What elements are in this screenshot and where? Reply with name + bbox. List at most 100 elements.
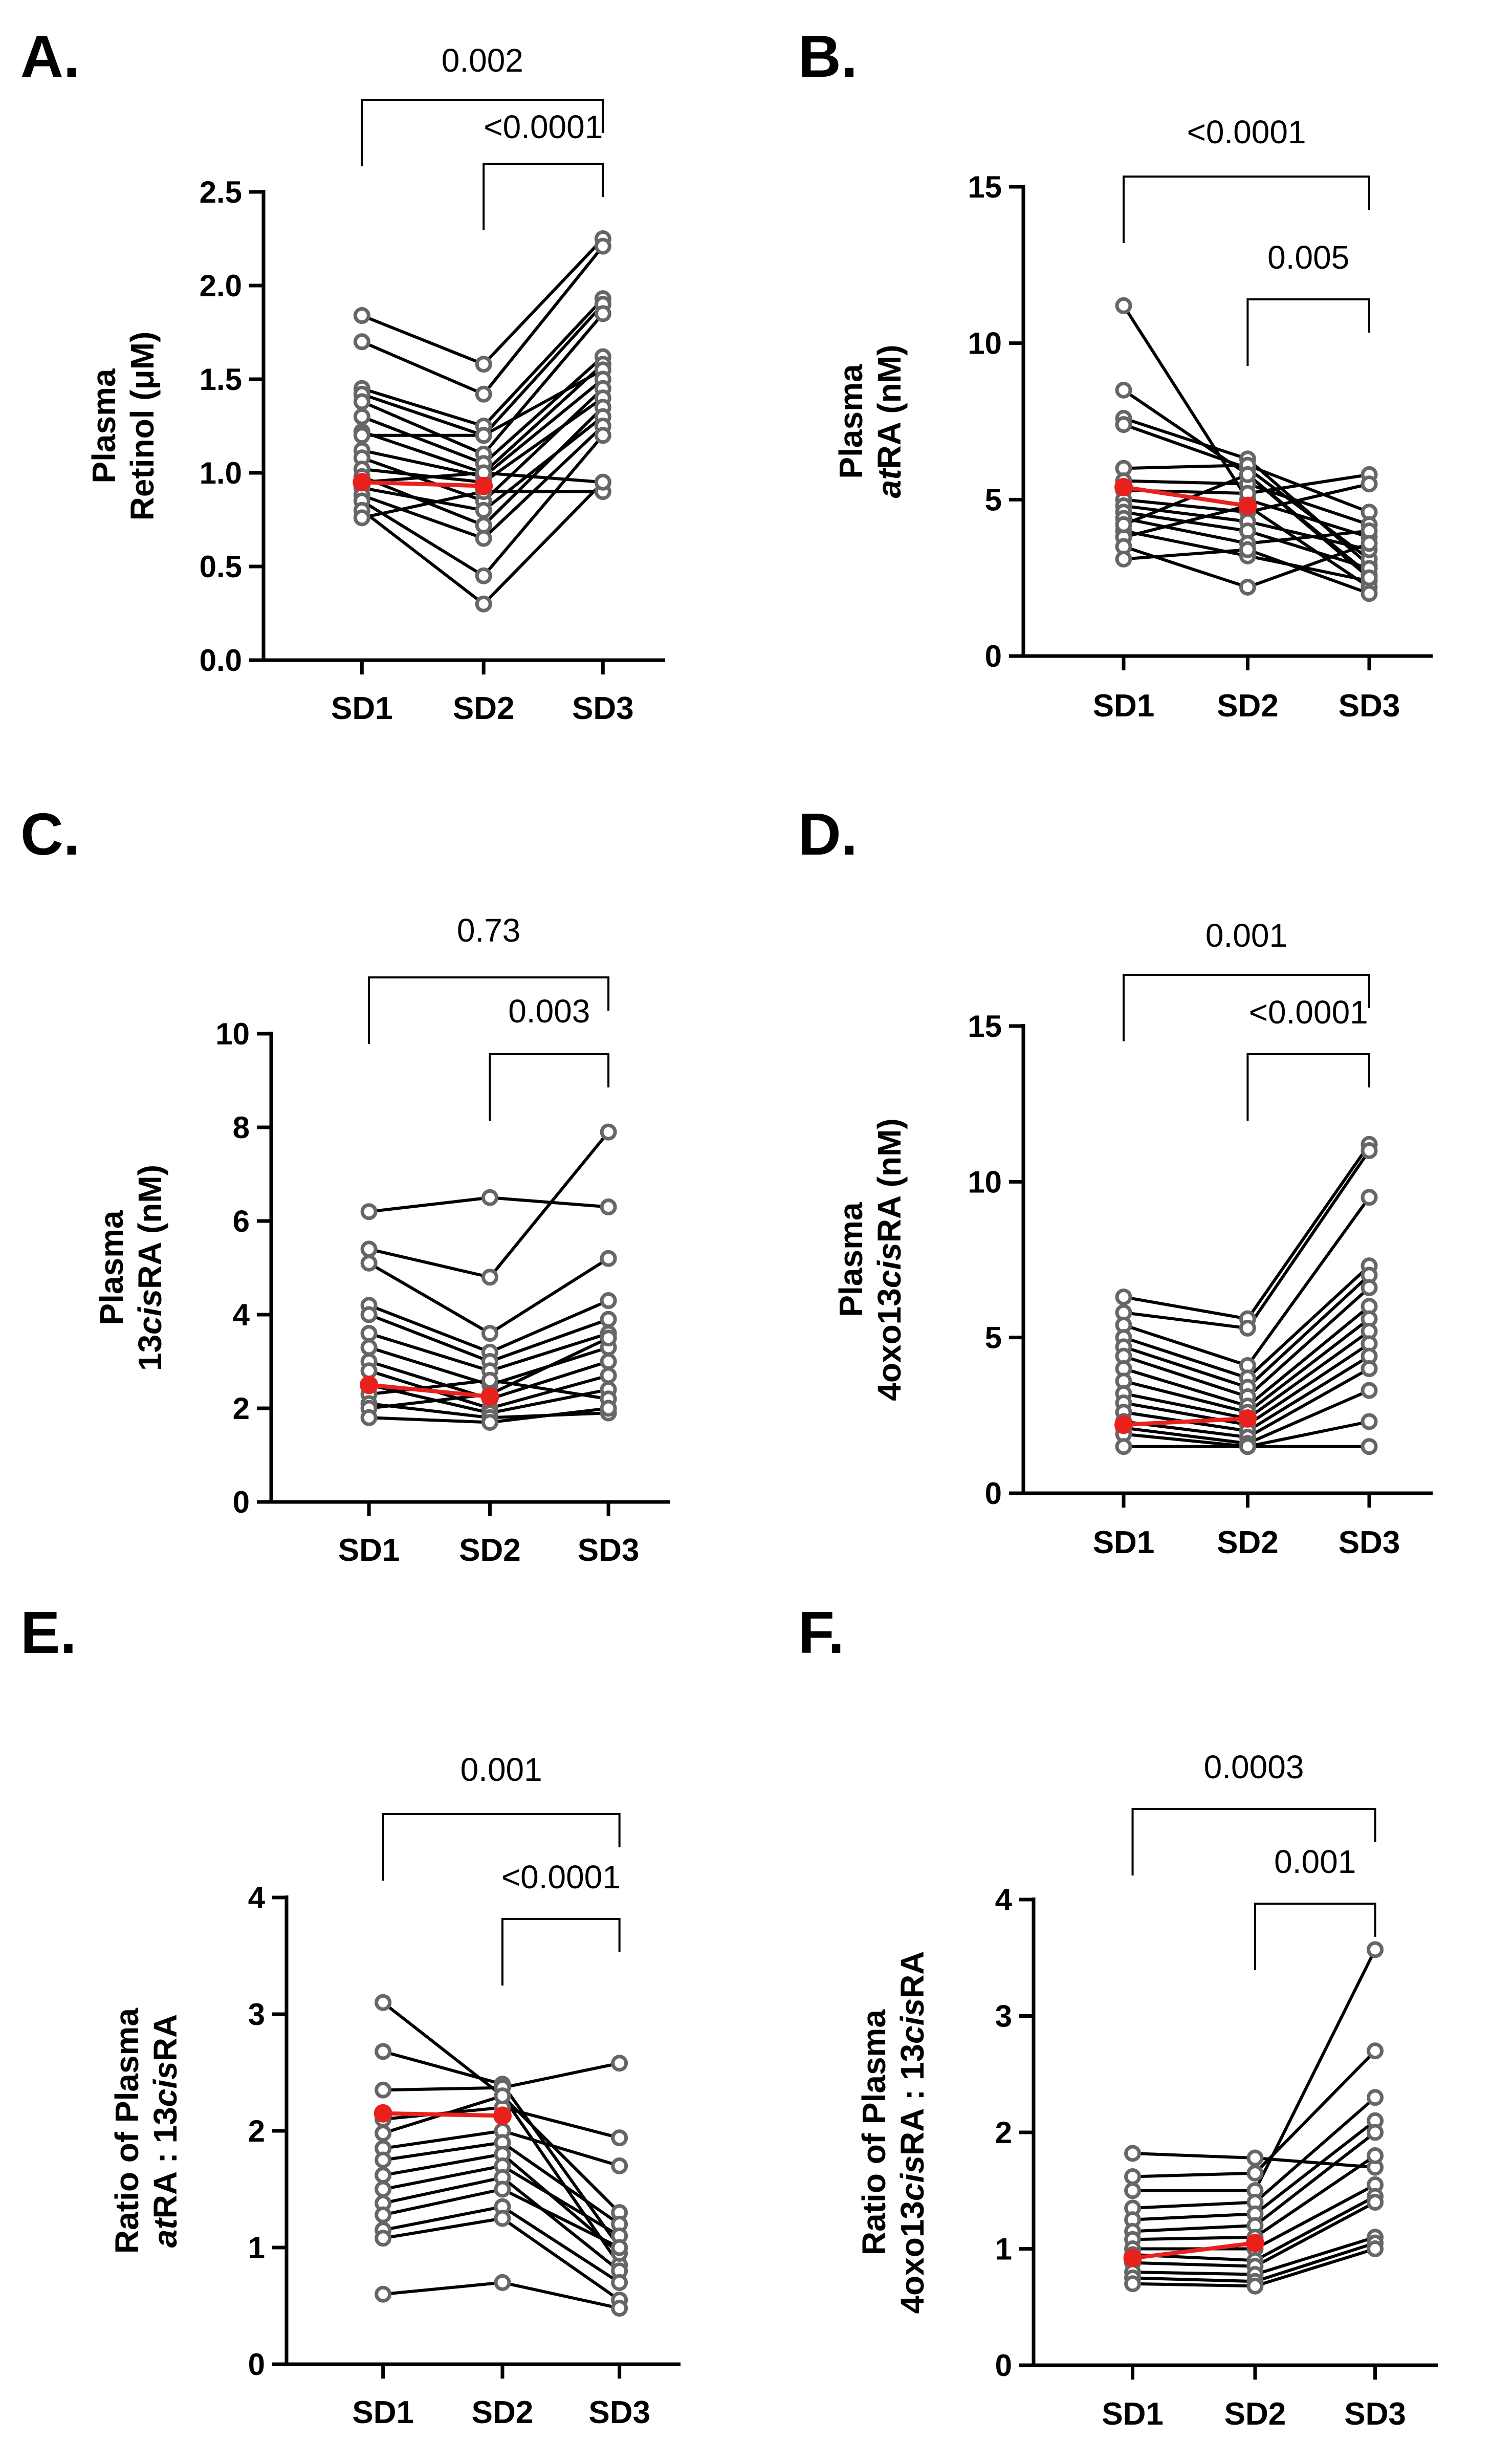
subject-point [1367,2147,1384,2164]
comparison-bracket [1123,176,1370,243]
mean-line [1132,2241,1256,2260]
subject-point [1115,550,1132,568]
panel-5: E. 0 1 2 3 4 SD1 SD2 SD3 Ratio of Plasma atRA : 13… [20,1599,681,2430]
subject-point [594,305,611,322]
mean-point [480,1387,499,1406]
mean-line [1123,485,1248,508]
mean-line [368,1383,490,1399]
comparison-bracket [1254,1903,1376,1970]
subject-point [611,2274,628,2291]
subject-point [1361,569,1378,586]
subject-point [1239,466,1256,483]
subject-point [375,1994,392,2011]
mean-point [493,2106,512,2125]
panel-letter: F. [798,1599,844,1666]
subject-point [353,509,370,527]
subject-point [481,1371,498,1389]
x-tick-label: SD2 [459,1533,521,1568]
subject-point [1367,2089,1384,2106]
subject-point [475,501,492,519]
subject-point [600,1292,617,1310]
y-tick-label: 15 [968,170,1002,204]
y-axis-label: Plasma [85,368,122,484]
p-value-label: <0.0001 [484,108,603,145]
subject-point [1367,2194,1384,2211]
y-tick-label: 4 [995,1883,1013,1917]
p-value-label: <0.0001 [1249,994,1368,1031]
comparison-bracket [483,163,604,230]
y-tick-label: 0 [995,2348,1012,2383]
subject-line [1123,1143,1371,1321]
subject-point [1115,1438,1132,1455]
p-value-label: 0.73 [457,912,521,949]
subject-point [1361,1142,1378,1159]
subject-point [481,1189,498,1206]
x-tick-label: SD1 [331,691,393,726]
p-value-label: 0.001 [461,1751,542,1788]
y-axis-label: 4oxo13cisRA (nM) [871,1118,908,1401]
panel-letter: D. [798,801,858,867]
subject-point [494,2087,511,2105]
subject-point [1367,1941,1384,1958]
subject-point [375,2167,392,2184]
subject-point [600,1198,617,1216]
comparison-bracket [1123,974,1370,1041]
subject-point [360,1339,378,1356]
y-tick-label: 1 [248,2231,265,2265]
comparison-bracket [368,976,610,1044]
subject-point [375,2081,392,2099]
x-tick-label: SD1 [1093,1525,1155,1560]
y-tick-label: 1 [995,2232,1012,2266]
y-tick-label: 3 [248,1997,265,2032]
comparison-bracket [382,1813,621,1881]
comparison-bracket [361,99,604,166]
x-tick-label: SD3 [578,1533,640,1568]
y-tick-label: 0.5 [200,550,242,584]
subject-point [481,1325,498,1342]
subject-point [1246,2165,1264,2182]
comparison-bracket [1246,1053,1370,1121]
p-value-label: <0.0001 [1187,114,1306,150]
x-tick-label: SD1 [338,1533,400,1568]
subject-point [360,1306,378,1323]
subject-point [1361,585,1378,602]
y-tick-label: 2 [233,1391,250,1426]
mean-line [1123,1416,1248,1427]
y-axis-label: Plasma [93,1210,130,1325]
y-tick-label: 6 [233,1204,250,1238]
y-tick-label: 10 [968,1165,1002,1199]
panel-1: A. 0.0 0.5 1.0 1.5 2.0 2.5 SD1 SD2 SD3 Plasma Retin… [20,23,665,726]
subject-point [475,530,492,547]
subject-point [360,1254,378,1272]
p-value-label: 0.0003 [1204,1749,1304,1785]
panel-6: F. 0 1 2 3 4 SD1 SD2 SD3 Ratio of Plasma4oxo13cis… [798,1599,1438,2432]
subject-point [1115,516,1132,533]
subject-point [375,2230,392,2247]
subject-point [475,567,492,584]
y-tick-label: 0 [985,1476,1002,1511]
subject-point [353,307,370,324]
p-value-label: 0.002 [442,42,523,79]
subject-point [360,1409,378,1426]
subject-point [360,1203,378,1220]
subject-point [475,356,492,373]
subject-point [1361,475,1378,493]
x-tick-label: SD2 [453,691,515,726]
y-axis-label: 13cisRA (nM) [131,1165,168,1371]
y-tick-label: 10 [968,326,1002,361]
subject-point [375,2151,392,2169]
subject-point [600,1311,617,1328]
y-tick-label: 0 [248,2347,265,2382]
panel-letter: E. [20,1599,77,1666]
x-tick-label: SD1 [1102,2396,1164,2432]
mean-point [1245,2234,1264,2253]
panel-letter: A. [20,23,80,90]
subject-point [1361,1438,1378,1455]
p-value-label: 0.005 [1267,239,1349,276]
subject-point [353,393,370,410]
y-tick-label: 1.5 [200,362,242,397]
